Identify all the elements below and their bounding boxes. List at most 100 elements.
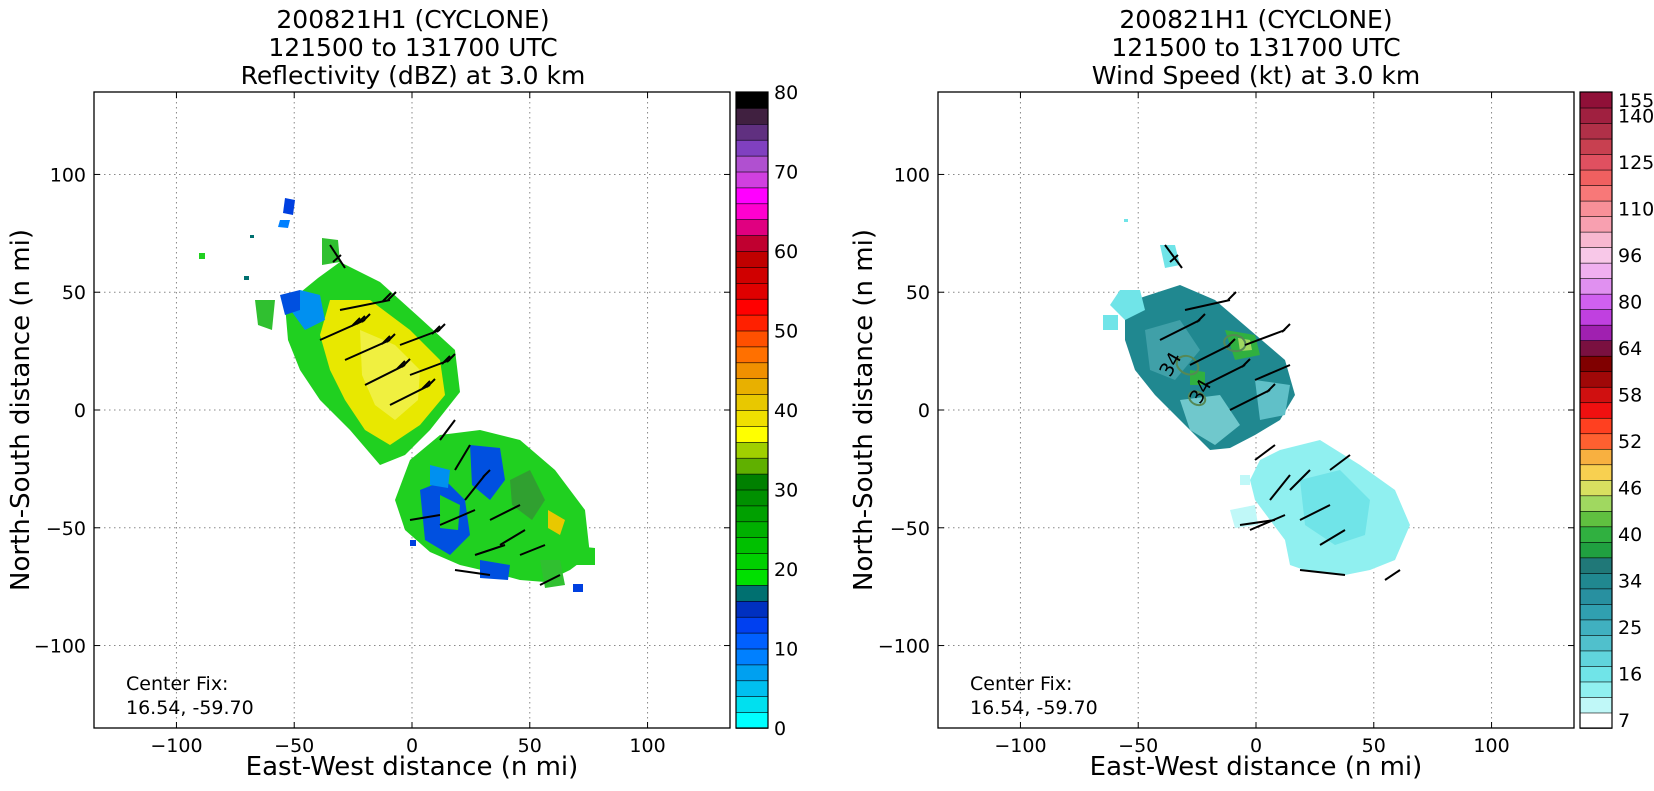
center-fix-value: 16.54, -59.70 — [970, 697, 1098, 719]
colorbar-swatch — [735, 187, 769, 205]
x-tick-label: 100 — [629, 735, 665, 757]
grid-lines — [94, 92, 730, 728]
x-tick-label: 50 — [518, 735, 542, 757]
panel-title-line-2: 121500 to 131700 UTC — [268, 33, 557, 62]
colorbar-swatch — [735, 91, 769, 109]
colorbar-tick-label: 110 — [1618, 198, 1654, 220]
colorbar-swatch — [1579, 262, 1613, 279]
colorbar-swatch — [735, 632, 769, 650]
panel-title-line-3: Wind Speed (kt) at 3.0 km — [1092, 61, 1420, 90]
x-axis-label: East-West distance (n mi) — [1090, 752, 1423, 782]
colorbar-swatch — [1579, 91, 1613, 109]
colorbar-swatch — [735, 441, 769, 459]
colorbar-tick-label: 16 — [1618, 664, 1642, 686]
colorbar-swatch — [1579, 200, 1613, 217]
axis-ticks: −100 −50 0 50 100 100 50 0 −50 −100 — [34, 92, 730, 757]
colorbar-swatch — [735, 616, 769, 634]
colorbar-swatch — [1579, 432, 1613, 450]
colorbar-swatch — [1579, 650, 1613, 667]
y-tick-label: 50 — [62, 282, 86, 304]
colorbar-swatch — [735, 314, 769, 332]
colorbar-swatch — [735, 648, 769, 666]
colorbar-swatch — [1579, 324, 1613, 341]
colorbar-swatch — [735, 600, 769, 618]
colorbar-swatch — [735, 203, 769, 221]
wind-barbs — [319, 244, 561, 586]
y-tick-label: 0 — [74, 400, 86, 422]
colorbar-swatch — [735, 711, 769, 729]
colorbar-swatch — [735, 361, 769, 379]
colorbar-tick-label: 20 — [774, 559, 798, 581]
colorbar-swatch — [735, 139, 769, 157]
colorbar-swatch — [1579, 246, 1613, 264]
colorbar: 0 10 20 30 40 50 60 70 80 — [735, 82, 798, 740]
colorbar-tick-label: 46 — [1618, 478, 1642, 500]
colorbar-tick-label: 40 — [774, 400, 798, 422]
colorbar-tick-label: 34 — [1618, 571, 1642, 593]
colorbar-swatch — [1579, 153, 1613, 171]
colorbar-swatch — [735, 171, 769, 189]
colorbar-swatch — [1579, 463, 1613, 481]
x-tick-label: 50 — [1362, 735, 1386, 757]
colorbar-swatch — [1579, 417, 1613, 435]
center-fix-value: 16.54, -59.70 — [126, 697, 254, 719]
colorbar-tick-label: 30 — [774, 480, 798, 502]
colorbar-swatch — [735, 505, 769, 523]
colorbar-swatch — [735, 552, 769, 570]
colorbar-swatch — [1579, 619, 1613, 636]
colorbar-swatch — [1579, 603, 1613, 621]
panel-title-line-2: 121500 to 131700 UTC — [1111, 33, 1400, 62]
colorbar-swatch — [1579, 339, 1613, 357]
colorbar-swatch — [1579, 634, 1613, 652]
colorbar-swatch — [1579, 386, 1613, 404]
colorbar-swatch — [1579, 184, 1613, 202]
colorbar-swatch — [1579, 107, 1613, 124]
colorbar-swatch — [735, 266, 769, 284]
colorbar-swatch — [1579, 541, 1613, 559]
colorbar-swatch — [735, 473, 769, 491]
colorbar-swatch — [735, 346, 769, 364]
colorbar-swatch — [1579, 401, 1613, 419]
colorbar-tick-label: 7 — [1618, 710, 1630, 732]
colorbar-swatch — [1579, 122, 1613, 140]
y-tick-label: −50 — [46, 518, 86, 540]
colorbar-swatch — [735, 425, 769, 443]
colorbar-tick-label: 155 — [1618, 90, 1654, 112]
wind-speed-field — [1103, 219, 1410, 575]
y-axis-label: North-South distance (n mi) — [6, 229, 36, 591]
wind-barbs — [1159, 244, 1401, 581]
panel-title-line-1: 200821H1 (CYCLONE) — [1119, 5, 1392, 34]
x-tick-label: −50 — [1118, 735, 1158, 757]
x-tick-label: 100 — [1473, 735, 1509, 757]
center-fix-label: Center Fix: — [970, 673, 1072, 695]
colorbar-tick-label: 70 — [774, 162, 798, 184]
wind-contours — [1175, 334, 1247, 406]
y-tick-label: −100 — [34, 636, 86, 658]
colorbar-swatch — [1579, 696, 1613, 714]
colorbar-swatch — [735, 584, 769, 602]
y-tick-label: 100 — [894, 164, 930, 186]
colorbar-swatch — [1579, 215, 1613, 233]
reflectivity-panel: 200821H1 (CYCLONE) 121500 to 131700 UTC … — [6, 5, 798, 782]
colorbar-swatch — [1579, 308, 1613, 326]
axis-ticks: −100 −50 0 50 100 100 50 0 −50 −100 — [878, 92, 1574, 757]
colorbar-swatch — [735, 218, 769, 236]
colorbar-tick-label: 140 — [1618, 105, 1654, 127]
x-tick-label: 0 — [1250, 735, 1262, 757]
colorbar-tick-label: 80 — [774, 82, 798, 104]
colorbar-swatch — [735, 489, 769, 507]
y-tick-label: 0 — [918, 400, 930, 422]
panel-title-line-1: 200821H1 (CYCLONE) — [276, 5, 549, 34]
colorbar-swatch — [1579, 681, 1613, 698]
x-axis-label: East-West distance (n mi) — [246, 752, 579, 782]
colorbar-swatch — [1579, 277, 1613, 295]
wind-speed-panel: 200821H1 (CYCLONE) 121500 to 131700 UTC … — [849, 5, 1654, 782]
colorbar-swatch — [735, 457, 769, 475]
colorbar-swatch — [1579, 510, 1613, 528]
colorbar-swatch — [1579, 138, 1613, 155]
x-tick-label: 0 — [406, 735, 418, 757]
colorbar-swatch — [735, 377, 769, 395]
colorbar-swatch — [1579, 712, 1613, 729]
